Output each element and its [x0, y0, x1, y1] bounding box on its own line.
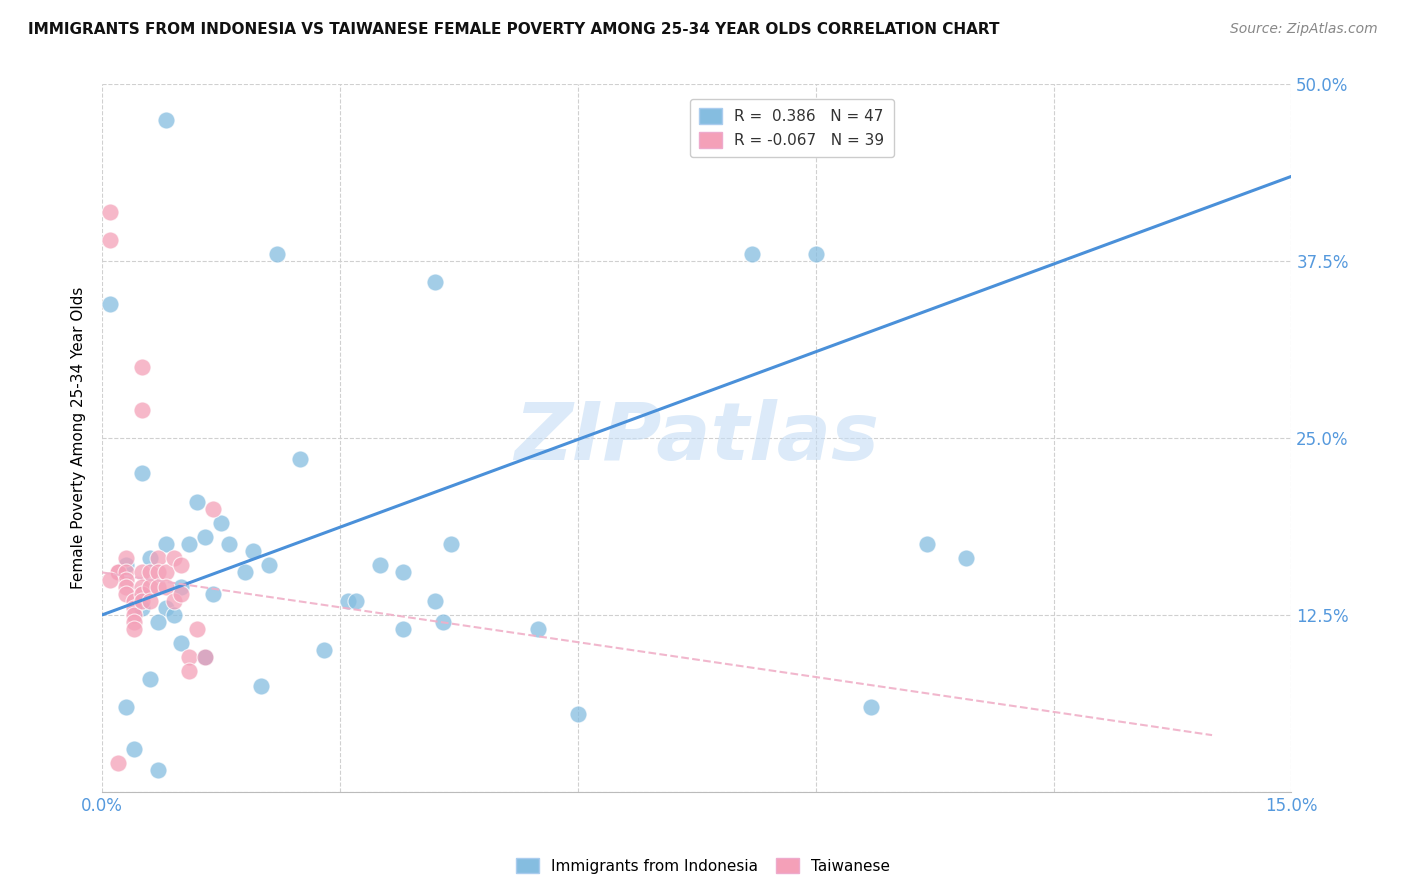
- Point: [115, 587, 138, 601]
- Point: [115, 551, 138, 566]
- Point: [107, 566, 129, 580]
- Point: [139, 551, 162, 566]
- Text: ZIPatlas: ZIPatlas: [515, 399, 879, 477]
- Point: [186, 622, 208, 636]
- Point: [392, 566, 415, 580]
- Point: [170, 636, 193, 650]
- Point: [804, 247, 827, 261]
- Point: [131, 593, 153, 607]
- Point: [741, 247, 763, 261]
- Point: [344, 593, 367, 607]
- Text: IMMIGRANTS FROM INDONESIA VS TAIWANESE FEMALE POVERTY AMONG 25-34 YEAR OLDS CORR: IMMIGRANTS FROM INDONESIA VS TAIWANESE F…: [28, 22, 1000, 37]
- Point: [432, 615, 454, 629]
- Y-axis label: Female Poverty Among 25-34 Year Olds: Female Poverty Among 25-34 Year Olds: [72, 287, 86, 590]
- Point: [567, 706, 589, 721]
- Point: [218, 537, 240, 551]
- Point: [131, 600, 153, 615]
- Point: [115, 699, 138, 714]
- Point: [122, 742, 145, 756]
- Point: [122, 600, 145, 615]
- Point: [146, 615, 169, 629]
- Point: [336, 593, 359, 607]
- Point: [179, 665, 201, 679]
- Point: [98, 296, 121, 310]
- Point: [115, 573, 138, 587]
- Point: [368, 558, 391, 573]
- Point: [98, 233, 121, 247]
- Point: [146, 566, 169, 580]
- Point: [139, 566, 162, 580]
- Point: [131, 360, 153, 375]
- Point: [170, 587, 193, 601]
- Point: [170, 580, 193, 594]
- Point: [249, 679, 271, 693]
- Point: [146, 764, 169, 778]
- Point: [860, 699, 883, 714]
- Legend: R =  0.386   N = 47, R = -0.067   N = 39: R = 0.386 N = 47, R = -0.067 N = 39: [690, 99, 894, 157]
- Point: [115, 558, 138, 573]
- Point: [115, 580, 138, 594]
- Point: [242, 544, 264, 558]
- Point: [162, 593, 184, 607]
- Point: [257, 558, 280, 573]
- Point: [122, 615, 145, 629]
- Point: [266, 247, 288, 261]
- Point: [122, 622, 145, 636]
- Point: [155, 580, 177, 594]
- Point: [425, 276, 447, 290]
- Point: [527, 622, 550, 636]
- Point: [131, 580, 153, 594]
- Point: [425, 593, 447, 607]
- Point: [162, 551, 184, 566]
- Point: [131, 566, 153, 580]
- Point: [955, 551, 977, 566]
- Point: [209, 516, 232, 530]
- Point: [107, 756, 129, 771]
- Point: [122, 607, 145, 622]
- Point: [194, 530, 217, 544]
- Point: [139, 672, 162, 686]
- Point: [131, 402, 153, 417]
- Point: [115, 566, 138, 580]
- Point: [107, 566, 129, 580]
- Point: [155, 112, 177, 127]
- Point: [202, 587, 225, 601]
- Point: [290, 452, 312, 467]
- Point: [179, 650, 201, 665]
- Point: [139, 593, 162, 607]
- Point: [170, 558, 193, 573]
- Legend: Immigrants from Indonesia, Taiwanese: Immigrants from Indonesia, Taiwanese: [509, 852, 897, 880]
- Point: [122, 593, 145, 607]
- Point: [915, 537, 938, 551]
- Point: [194, 650, 217, 665]
- Point: [194, 650, 217, 665]
- Point: [146, 551, 169, 566]
- Point: [440, 537, 463, 551]
- Point: [186, 494, 208, 508]
- Point: [202, 501, 225, 516]
- Point: [233, 566, 256, 580]
- Point: [392, 622, 415, 636]
- Text: Source: ZipAtlas.com: Source: ZipAtlas.com: [1230, 22, 1378, 37]
- Point: [194, 650, 217, 665]
- Point: [155, 566, 177, 580]
- Point: [131, 587, 153, 601]
- Point: [98, 573, 121, 587]
- Point: [146, 580, 169, 594]
- Point: [155, 600, 177, 615]
- Point: [139, 580, 162, 594]
- Point: [131, 467, 153, 481]
- Point: [314, 643, 336, 657]
- Point: [98, 204, 121, 219]
- Point: [162, 607, 184, 622]
- Point: [155, 537, 177, 551]
- Point: [179, 537, 201, 551]
